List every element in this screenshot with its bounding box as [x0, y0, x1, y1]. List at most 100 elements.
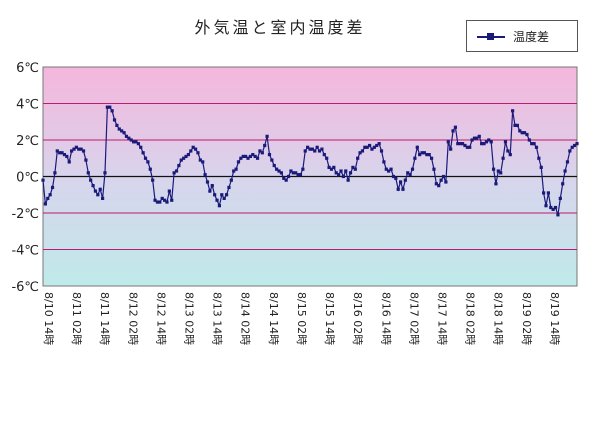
data-point — [365, 145, 369, 149]
data-point — [394, 176, 398, 180]
data-point — [427, 153, 431, 157]
data-point — [542, 191, 546, 195]
data-point — [496, 169, 500, 173]
data-point — [568, 149, 572, 153]
y-tick-label: 2℃ — [16, 134, 39, 149]
data-point — [408, 173, 412, 177]
data-point — [444, 180, 448, 184]
data-point — [50, 185, 55, 190]
data-point — [441, 174, 446, 179]
data-point — [275, 167, 279, 171]
y-tick-label: -6℃ — [11, 280, 39, 295]
data-point — [67, 160, 71, 164]
data-point — [267, 153, 272, 157]
data-point — [387, 169, 391, 173]
data-point — [72, 147, 76, 151]
x-tick-label: 8/18 14時 — [492, 292, 505, 345]
data-point — [248, 154, 252, 159]
data-point — [520, 131, 524, 135]
x-tick-label: 8/13 14時 — [211, 292, 224, 345]
data-point — [198, 158, 202, 162]
data-point — [60, 151, 64, 155]
data-point — [265, 134, 269, 138]
data-point — [310, 147, 314, 151]
data-point — [570, 145, 574, 149]
data-point — [499, 171, 503, 175]
data-point — [244, 154, 248, 159]
data-point — [79, 147, 83, 151]
legend-label: 温度差 — [513, 30, 550, 44]
data-point — [456, 142, 460, 146]
data-point — [437, 184, 441, 188]
data-point — [253, 154, 257, 159]
data-point — [98, 187, 102, 191]
data-point — [482, 142, 486, 146]
data-point — [189, 149, 193, 153]
data-point — [279, 171, 283, 175]
data-point — [384, 167, 388, 171]
data-point — [358, 151, 362, 155]
data-point — [432, 167, 436, 171]
data-point — [58, 151, 62, 155]
data-point — [260, 151, 264, 155]
data-point — [136, 142, 140, 146]
data-point — [108, 105, 112, 109]
data-point — [53, 171, 57, 175]
data-point — [174, 169, 179, 173]
data-point — [348, 171, 353, 175]
data-point — [148, 167, 152, 171]
data-point — [263, 143, 267, 148]
data-point — [525, 132, 529, 137]
data-point — [439, 178, 443, 182]
x-tick-label: 8/17 02時 — [407, 292, 420, 345]
data-point — [155, 200, 160, 204]
x-tick-label: 8/14 02時 — [239, 292, 252, 345]
data-point — [229, 178, 233, 182]
data-point — [282, 176, 286, 180]
data-point — [368, 143, 372, 148]
x-tick-label: 8/17 14時 — [435, 292, 448, 345]
data-point — [508, 153, 512, 157]
data-point — [463, 143, 467, 148]
data-point — [210, 184, 214, 188]
data-point — [553, 205, 558, 210]
data-point — [286, 174, 291, 179]
data-point — [227, 185, 231, 190]
data-point — [522, 131, 527, 135]
data-point — [391, 174, 396, 179]
x-tick-label: 8/11 02時 — [70, 292, 83, 345]
data-point — [356, 156, 360, 160]
data-point — [539, 165, 543, 169]
data-point — [222, 196, 226, 200]
data-point — [203, 173, 207, 177]
data-point — [561, 182, 565, 186]
data-point — [134, 140, 138, 144]
series-points — [41, 105, 579, 217]
chart-title: 外気温と室内温度差 — [194, 18, 366, 37]
data-point — [491, 167, 496, 171]
data-point — [122, 131, 126, 135]
data-point — [513, 123, 517, 127]
data-point — [65, 154, 69, 159]
data-point — [329, 167, 334, 171]
data-point — [201, 160, 205, 164]
data-point — [518, 129, 522, 133]
data-point — [48, 193, 52, 197]
data-point — [70, 149, 74, 153]
data-point — [415, 145, 419, 149]
data-point — [549, 205, 553, 210]
data-point — [377, 142, 381, 146]
data-point — [196, 151, 200, 155]
data-point — [81, 149, 86, 153]
data-point — [153, 198, 157, 202]
data-point — [337, 173, 341, 177]
y-tick-label: 0℃ — [16, 171, 39, 186]
legend: 温度差 — [466, 20, 578, 52]
data-point — [573, 143, 577, 148]
data-point — [532, 142, 536, 146]
data-point — [406, 171, 410, 175]
data-point — [451, 129, 455, 133]
y-tick-label: 4℃ — [16, 98, 39, 113]
data-point — [420, 151, 424, 155]
data-point — [277, 169, 281, 173]
